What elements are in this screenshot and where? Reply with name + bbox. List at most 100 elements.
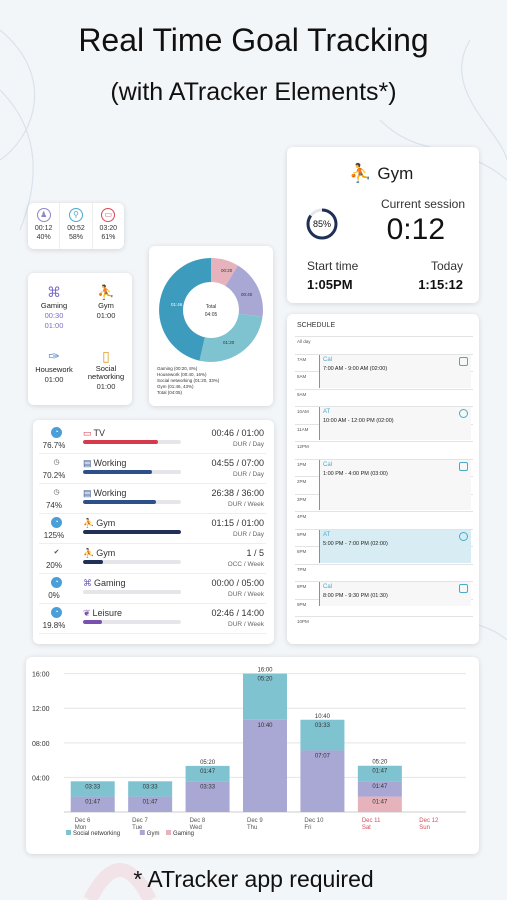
- gaming-icon: ♟: [36, 208, 51, 222]
- schedule-hour-label: 7PM: [297, 566, 307, 572]
- goal-percent: 19.8%: [42, 621, 66, 630]
- event-name: Cal: [323, 356, 333, 363]
- schedule-hour-label: 9AM: [297, 391, 307, 397]
- goal-name: ⌘ Gaming: [83, 578, 126, 589]
- legend-label: Gaming: [173, 831, 194, 837]
- gym-title-text: Gym: [377, 163, 414, 183]
- goal-row[interactable]: ◔ 125% ⛹ Gym 01:15 / 01:00 DUR / Day: [39, 514, 266, 544]
- schedule-widget[interactable]: SCHEDULE All day 7AM 8AM 9AM 10AM 11AM 12PM 1PM…: [287, 314, 479, 644]
- x-tick-label: Dec 7: [132, 818, 148, 824]
- activity-social[interactable]: ▯ Social networking 01:00: [80, 347, 132, 391]
- tv-icon: ▭: [83, 428, 92, 438]
- donut-legend: Gaming (00:20, 8%) Housework (00:40, 16%…: [157, 366, 219, 396]
- weekly-bar-chart-widget[interactable]: 04:00 08:00 12:00 16:00 01:47 03:33 Dec 6 Mon 01…: [26, 657, 479, 854]
- goal-value: 01:15 / 01:00: [211, 518, 264, 528]
- x-tick-weekday: Tue: [132, 825, 143, 831]
- schedule-hour-line: [295, 406, 473, 407]
- schedule-title: SCHEDULE: [297, 322, 336, 329]
- goal-row[interactable]: ✔ 20% ⛹ Gym 1 / 5 OCC / Week: [39, 544, 266, 574]
- schedule-event[interactable]: Cal 7:00 AM - 9:00 AM (02:00): [319, 354, 471, 388]
- x-tick-label: Dec 6: [75, 818, 91, 824]
- schedule-hour-label: 10AM: [297, 409, 309, 414]
- x-tick-weekday: Fri: [304, 825, 311, 831]
- goal-name: ▭ TV: [83, 428, 105, 439]
- schedule-event[interactable]: AT 10:00 AM - 12:00 PM (02:00): [319, 407, 471, 440]
- goal-percent: 125%: [43, 531, 65, 540]
- goal-value: 00:00 / 05:00: [211, 578, 264, 588]
- schedule-event[interactable]: Cal 8:00 PM - 9:30 PM (01:30): [319, 582, 471, 607]
- briefcase-icon: ▤: [83, 488, 92, 498]
- schedule-hour-line: [295, 563, 473, 565]
- goal-unit: DUR / Week: [228, 591, 264, 598]
- treadmill-icon: ⛹: [83, 518, 95, 528]
- goal-row[interactable]: ◔ 0% ⌘ Gaming 00:00 / 05:00 DUR / Week: [39, 574, 266, 604]
- goal-row[interactable]: ◔ 19.8% ❦ Leisure 02:46 / 14:00 DUR / Week: [39, 604, 266, 634]
- mini-stats-widget[interactable]: ♟ 00:12 40% ⚲ 00:52 58% ▭ 03:20 61%: [28, 203, 124, 249]
- bar-segment: [243, 673, 287, 720]
- schedule-hour-label: 8PM: [297, 584, 307, 589]
- legend-label: Gym: [147, 831, 160, 837]
- clock-icon: ◷: [53, 459, 60, 466]
- mini-stat-time: 00:52: [67, 225, 85, 232]
- donut-widget[interactable]: Total 04:05 01:46 00:20 00:40 01:20 Gami…: [149, 246, 273, 406]
- start-time-label: Start time: [307, 259, 359, 273]
- bar-segment-label: 03:33: [200, 784, 216, 790]
- tv-icon: ▭: [101, 208, 116, 222]
- goal-unit: DUR / Day: [232, 531, 264, 538]
- goal-name: ▤ Working: [83, 458, 126, 469]
- mini-stat: ⚲ 00:52 58%: [60, 203, 93, 249]
- bar-segment: [357, 781, 402, 797]
- schedule-event[interactable]: AT 5:00 PM - 7:00 PM (02:00): [319, 529, 471, 563]
- y-tick-label: 08:00: [32, 741, 50, 748]
- goal-unit: DUR / Day: [232, 471, 264, 478]
- goal-percent: 20%: [45, 561, 62, 570]
- event-name: AT: [323, 409, 331, 415]
- y-tick-label: 16:00: [32, 672, 50, 679]
- today-label: Today: [430, 259, 463, 273]
- schedule-event[interactable]: Cal 1:00 PM - 4:00 PM (03:00): [319, 459, 471, 510]
- goal-progress-bar: [83, 500, 181, 504]
- page-title: Real Time Goal Tracking: [78, 22, 429, 58]
- x-tick-label: Dec 10: [304, 818, 324, 824]
- legend-item: Social networking (01:20, 33%): [157, 378, 220, 383]
- bar-total-label: 10:40: [315, 714, 331, 720]
- activity-gaming[interactable]: ⌘ Gaming 00:30 01:00: [28, 283, 80, 330]
- goal-row[interactable]: ◷ 70.2% ▤ Working 04:55 / 07:00 DUR / Day: [39, 454, 266, 484]
- donut-chart: Total 04:05 01:46 00:20 00:40 01:20: [159, 258, 263, 362]
- bar-segment: [128, 796, 173, 812]
- activity-name: Gym: [98, 301, 114, 310]
- goal-row[interactable]: ◔ 76.7% ▭ TV 00:46 / 01:00 DUR / Day: [39, 424, 266, 454]
- bar-segment-label: 10:40: [257, 723, 273, 729]
- bar-segment-label: 01:47: [200, 769, 216, 775]
- bar-segment-label: 07:07: [315, 753, 331, 759]
- schedule-hour-label: All day: [297, 339, 311, 344]
- goal-row[interactable]: ◷ 74% ▤ Working 26:38 / 36:00 DUR / Week: [39, 484, 266, 514]
- y-tick-label: 12:00: [32, 706, 50, 713]
- event-time: 7:00 AM - 9:00 AM (02:00): [323, 365, 388, 372]
- goal-progress-bar: [83, 620, 181, 624]
- gym-session-widget[interactable]: ⛹ Gym 85% Current session 0:12 Start tim…: [287, 147, 479, 303]
- donut-label-housework: 00:40: [241, 292, 253, 297]
- bar-total-label: 05:20: [200, 760, 216, 766]
- bar-total-label: 16:00: [257, 668, 273, 674]
- legend-item: Housework (00:40, 16%): [157, 372, 207, 377]
- goal-name: ▤ Working: [83, 488, 126, 499]
- event-time: 5:00 PM - 7:00 PM (02:00): [323, 540, 388, 547]
- mini-stat-pct: 61%: [101, 234, 116, 241]
- x-tick-weekday: Sun: [419, 825, 430, 831]
- event-name: Cal: [323, 461, 333, 468]
- legend-swatch: [66, 830, 71, 835]
- goal-name-text: Leisure: [92, 608, 123, 618]
- legend-item: Gaming (00:20, 8%): [157, 366, 198, 371]
- mini-stat: ♟ 00:12 40%: [28, 203, 61, 249]
- activity-gym[interactable]: ⛹ Gym 01:00: [80, 283, 132, 320]
- activity-housework[interactable]: ✑ Housework 01:00: [28, 347, 80, 384]
- x-tick-weekday: Thu: [247, 825, 257, 831]
- x-tick-label: Dec 12: [419, 818, 439, 824]
- x-tick-label: Dec 11: [362, 818, 381, 824]
- schedule-hour-label: 7AM: [297, 356, 307, 362]
- goals-widget[interactable]: ◔ 76.7% ▭ TV 00:46 / 01:00 DUR / Day ◷ 70.2% ▤ Wo…: [33, 420, 274, 644]
- schedule-hour-label: 9PM: [297, 601, 307, 607]
- activities-widget[interactable]: ⌘ Gaming 00:30 01:00 ⛹ Gym 01:00 ✑ House…: [28, 273, 132, 405]
